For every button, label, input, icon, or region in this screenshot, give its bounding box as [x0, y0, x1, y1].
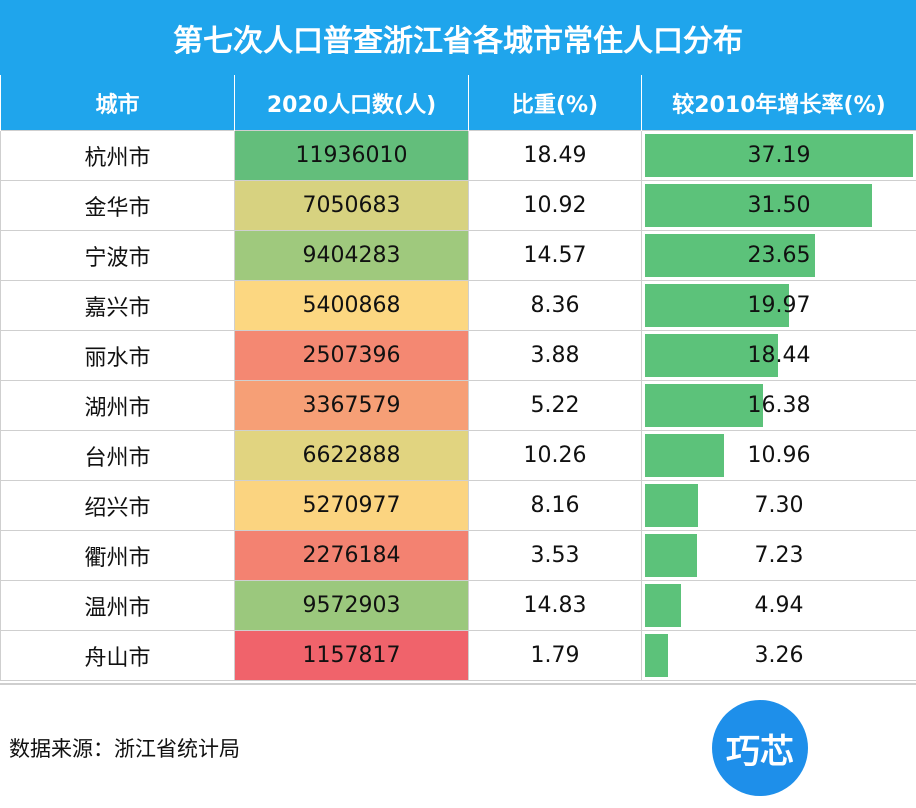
header-share: 比重(%): [468, 75, 642, 131]
cell-city: 绍兴市: [0, 480, 235, 531]
cell-share: 10.92: [468, 180, 642, 231]
growth-bar: [645, 184, 872, 227]
cell-city: 金华市: [0, 180, 235, 231]
table-row: 湖州市 3367579 5.22 16.38: [0, 380, 916, 431]
cell-city: 嘉兴市: [0, 280, 235, 331]
table-row: 台州市 6622888 10.26 10.96: [0, 430, 916, 481]
cell-share: 3.53: [468, 530, 642, 581]
cell-share: 14.57: [468, 230, 642, 281]
growth-bar: [645, 334, 778, 377]
footer-divider: [0, 683, 916, 685]
cell-growth: 7.23: [641, 530, 916, 581]
cell-city: 湖州市: [0, 380, 235, 431]
cell-population: 5270977: [234, 480, 469, 531]
table-row: 舟山市 1157817 1.79 3.26: [0, 630, 916, 681]
header-population: 2020人口数(人): [234, 75, 469, 131]
growth-value: 23.65: [747, 243, 811, 268]
cell-population: 1157817: [234, 630, 469, 681]
header-city: 城市: [0, 75, 235, 131]
page-title: 第七次人口普查浙江省各城市常住人口分布: [0, 0, 916, 75]
cell-population: 3367579: [234, 380, 469, 431]
growth-bar: [645, 284, 789, 327]
cell-city: 宁波市: [0, 230, 235, 281]
growth-bar: [645, 234, 816, 277]
cell-share: 3.88: [468, 330, 642, 381]
source-note: 数据来源：浙江省统计局: [9, 737, 240, 761]
cell-share: 1.79: [468, 630, 642, 681]
cell-population: 6622888: [234, 430, 469, 481]
cell-population: 2507396: [234, 330, 469, 381]
table-row: 金华市 7050683 10.92 31.50: [0, 180, 916, 231]
cell-city: 舟山市: [0, 630, 235, 681]
growth-value: 10.96: [747, 443, 811, 468]
cell-city: 杭州市: [0, 130, 235, 181]
growth-bar: [645, 534, 698, 577]
growth-value: 37.19: [747, 143, 811, 168]
header-growth: 较2010年增长率(%): [641, 75, 916, 131]
cell-population: 5400868: [234, 280, 469, 331]
table-row: 温州市 9572903 14.83 4.94: [0, 580, 916, 631]
growth-value: 3.26: [754, 643, 804, 668]
table-row: 宁波市 9404283 14.57 23.65: [0, 230, 916, 281]
growth-value: 18.44: [747, 343, 811, 368]
growth-value: 7.23: [754, 543, 804, 568]
cell-share: 8.36: [468, 280, 642, 331]
table-body: 杭州市 11936010 18.49 37.19 金华市 7050683 10.92 31.5…: [0, 130, 916, 681]
cell-city: 衢州市: [0, 530, 235, 581]
cell-share: 5.22: [468, 380, 642, 431]
table-row: 衢州市 2276184 3.53 7.23: [0, 530, 916, 581]
cell-population: 2276184: [234, 530, 469, 581]
growth-bar: [645, 584, 681, 627]
growth-value: 19.97: [747, 293, 811, 318]
cell-share: 14.83: [468, 580, 642, 631]
cell-population: 9404283: [234, 230, 469, 281]
cell-growth: 19.97: [641, 280, 916, 331]
growth-bar: [645, 384, 764, 427]
cell-population: 9572903: [234, 580, 469, 631]
cell-population: 7050683: [234, 180, 469, 231]
cell-city: 台州市: [0, 430, 235, 481]
table-row: 丽水市 2507396 3.88 18.44: [0, 330, 916, 381]
cell-share: 18.49: [468, 130, 642, 181]
growth-bar: [645, 134, 913, 177]
growth-value: 16.38: [747, 393, 811, 418]
cell-share: 8.16: [468, 480, 642, 531]
cell-growth: 7.30: [641, 480, 916, 531]
logo-badge: 巧芯: [712, 700, 808, 796]
cell-growth: 31.50: [641, 180, 916, 231]
growth-value: 7.30: [754, 493, 804, 518]
cell-growth: 3.26: [641, 630, 916, 681]
cell-population: 11936010: [234, 130, 469, 181]
header-row: 城市 2020人口数(人) 比重(%) 较2010年增长率(%): [0, 75, 916, 131]
growth-bar: [645, 484, 698, 527]
cell-city: 丽水市: [0, 330, 235, 381]
growth-bar: [645, 634, 669, 677]
cell-growth: 4.94: [641, 580, 916, 631]
cell-growth: 37.19: [641, 130, 916, 181]
cell-growth: 10.96: [641, 430, 916, 481]
cell-city: 温州市: [0, 580, 235, 631]
table-row: 绍兴市 5270977 8.16 7.30: [0, 480, 916, 531]
table-row: 杭州市 11936010 18.49 37.19: [0, 130, 916, 181]
population-table: 城市 2020人口数(人) 比重(%) 较2010年增长率(%) 杭州市 1193…: [0, 75, 916, 681]
cell-growth: 16.38: [641, 380, 916, 431]
table-row: 嘉兴市 5400868 8.36 19.97: [0, 280, 916, 331]
growth-bar: [645, 434, 724, 477]
growth-value: 31.50: [747, 193, 811, 218]
cell-growth: 23.65: [641, 230, 916, 281]
cell-share: 10.26: [468, 430, 642, 481]
growth-value: 4.94: [754, 593, 804, 618]
cell-growth: 18.44: [641, 330, 916, 381]
